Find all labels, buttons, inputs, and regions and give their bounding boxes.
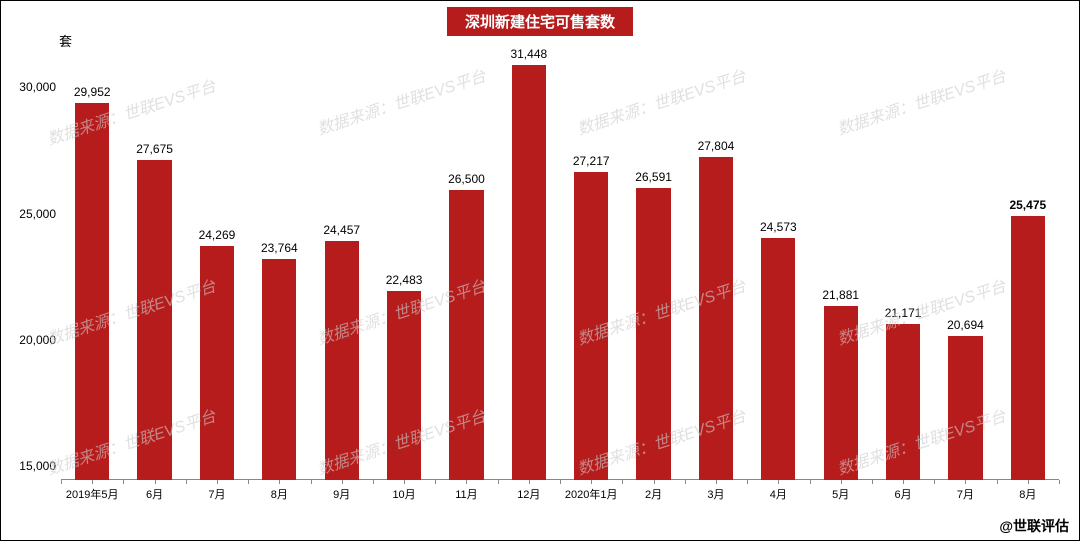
bar-value-label: 27,804 xyxy=(698,139,735,153)
x-tick-mark xyxy=(404,480,405,484)
bar-value-label: 26,500 xyxy=(448,172,485,186)
credit-text: @世联评估 xyxy=(999,516,1069,536)
bar xyxy=(137,160,171,480)
y-tick-label: 30,000 xyxy=(6,80,56,94)
x-tick-mark xyxy=(466,480,467,484)
x-tick-mark xyxy=(778,480,779,484)
bar xyxy=(1011,216,1045,480)
bar-value-label: 20,694 xyxy=(947,318,984,332)
x-tick-mark xyxy=(1028,480,1029,484)
bar xyxy=(886,324,920,480)
x-tick-mark xyxy=(435,480,436,484)
y-tick-label: 20,000 xyxy=(6,333,56,347)
bar-value-label: 27,217 xyxy=(573,154,610,168)
x-tick-mark xyxy=(903,480,904,484)
x-tick-mark xyxy=(373,480,374,484)
y-tick-label: 15,000 xyxy=(6,459,56,473)
x-tick-mark xyxy=(155,480,156,484)
x-tick-mark xyxy=(997,480,998,484)
chart-title: 深圳新建住宅可售套数 xyxy=(447,7,633,36)
x-tick-mark xyxy=(965,480,966,484)
x-tick-mark xyxy=(685,480,686,484)
bar-value-label: 24,457 xyxy=(323,223,360,237)
x-tick-mark xyxy=(872,480,873,484)
y-tick-label: 25,000 xyxy=(6,207,56,221)
x-tick-mark xyxy=(186,480,187,484)
bar xyxy=(699,157,733,480)
bar-value-label: 21,171 xyxy=(885,306,922,320)
x-tick-mark xyxy=(934,480,935,484)
bar xyxy=(761,238,795,480)
x-tick-mark xyxy=(810,480,811,484)
x-tick-mark xyxy=(841,480,842,484)
chart-container: 深圳新建住宅可售套数 套 15,00020,00025,00030,00029,… xyxy=(0,0,1080,541)
x-tick-mark xyxy=(92,480,93,484)
bar xyxy=(200,246,234,480)
bar xyxy=(636,188,670,481)
x-tick-mark xyxy=(591,480,592,484)
bar-value-label: 23,764 xyxy=(261,241,298,255)
x-tick-mark xyxy=(622,480,623,484)
bar-value-label: 21,881 xyxy=(822,288,859,302)
bar xyxy=(387,291,421,480)
bar-value-label: 24,269 xyxy=(199,228,236,242)
bar xyxy=(512,65,546,480)
bar-value-label: 29,952 xyxy=(74,85,111,99)
bar-value-label: 26,591 xyxy=(635,170,672,184)
y-axis-title: 套 xyxy=(59,31,72,50)
bar xyxy=(948,336,982,480)
plot-area: 15,00020,00025,00030,00029,9522019年5月27,… xyxy=(61,51,1059,480)
x-tick-mark xyxy=(123,480,124,484)
bar-value-label: 31,448 xyxy=(510,47,547,61)
x-tick-mark xyxy=(342,480,343,484)
bar xyxy=(449,190,483,480)
bar-value-label: 22,483 xyxy=(386,273,423,287)
x-tick-mark xyxy=(248,480,249,484)
x-tick-mark xyxy=(560,480,561,484)
bar-value-label: 25,475 xyxy=(1009,198,1046,212)
x-tick-mark xyxy=(279,480,280,484)
x-tick-mark xyxy=(498,480,499,484)
x-tick-mark xyxy=(529,480,530,484)
bar xyxy=(75,103,109,480)
bar xyxy=(325,241,359,480)
x-tick-mark xyxy=(716,480,717,484)
bar xyxy=(824,306,858,480)
bar xyxy=(262,259,296,480)
bar-value-label: 27,675 xyxy=(136,142,173,156)
x-tick-mark xyxy=(217,480,218,484)
x-tick-mark xyxy=(311,480,312,484)
bar xyxy=(574,172,608,480)
x-tick-mark xyxy=(654,480,655,484)
x-tick-mark xyxy=(61,480,62,484)
x-tick-mark xyxy=(1059,480,1060,484)
bar-value-label: 24,573 xyxy=(760,220,797,234)
x-tick-mark xyxy=(747,480,748,484)
